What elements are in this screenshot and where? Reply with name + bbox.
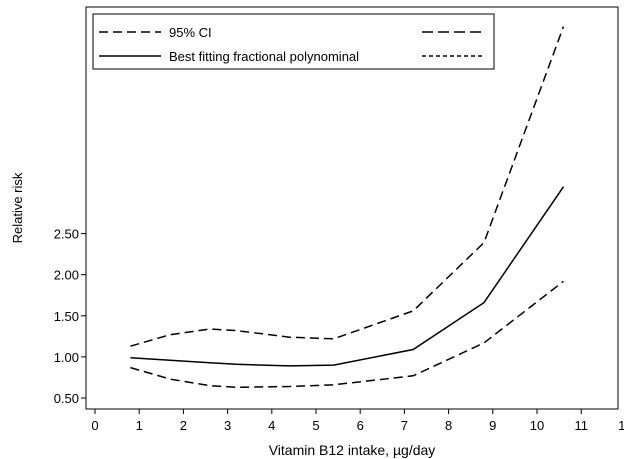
series-lines [130,26,565,389]
x-tick-label: 4 [268,418,275,433]
y-tick-label: 1.50 [54,309,79,324]
x-tick-label: 2 [180,418,187,433]
legend-label: 95% CI [169,25,212,40]
x-tick-label: 0 [91,418,98,433]
y-tick-label: 2.00 [54,268,79,283]
lower-ci-line [130,280,564,389]
x-tick-label: 10 [530,418,544,433]
y-tick-label: 1.00 [54,350,79,365]
y-axis: 0.50 1.00 1.50 2.00 2.50 [54,227,86,406]
x-tick-label: 5 [312,418,319,433]
x-tick-label: 6 [357,418,364,433]
x-axis: 0123456789101112 [91,409,624,433]
x-tick-label: 9 [489,418,496,433]
x-tick-label: 1 [136,418,143,433]
x-tick-label: 11 [574,418,588,433]
x-tick-label: 7 [401,418,408,433]
y-axis-label: Relative risk [10,172,25,243]
x-axis-label: Vitamin B12 intake, µg/day [269,442,436,458]
legend-label: Best fitting fractional polynominal [169,49,359,64]
y-tick-label: 2.50 [54,227,79,242]
x-tick-label: 3 [224,418,231,433]
legend-box [92,13,495,70]
best-fit-line [130,186,565,367]
upper-ci-line [130,26,565,347]
x-tick-label: 8 [445,418,452,433]
legend: 95% CI Best fitting fractional polynomina… [92,13,495,70]
x-tick-label: 12 [618,418,624,433]
y-tick-label: 0.50 [54,391,79,406]
plot-area [85,6,619,410]
plot-frame [85,6,619,410]
